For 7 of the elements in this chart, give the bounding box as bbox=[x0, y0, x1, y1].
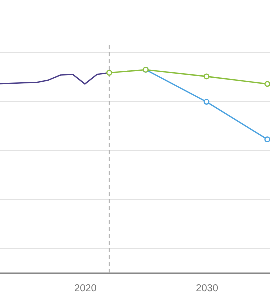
x-tick-label: 2020 bbox=[74, 284, 98, 294]
point bbox=[204, 74, 210, 80]
point bbox=[264, 81, 270, 88]
point bbox=[106, 70, 112, 76]
point bbox=[264, 136, 270, 143]
point bbox=[204, 99, 210, 105]
x-tick-label: 2030 bbox=[196, 284, 219, 294]
